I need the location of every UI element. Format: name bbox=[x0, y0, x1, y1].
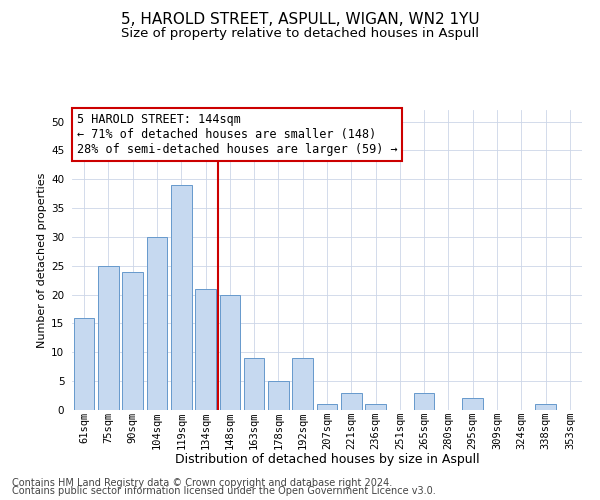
Bar bbox=[317, 404, 337, 410]
Bar bbox=[463, 398, 483, 410]
Text: 5 HAROLD STREET: 144sqm
← 71% of detached houses are smaller (148)
28% of semi-d: 5 HAROLD STREET: 144sqm ← 71% of detache… bbox=[77, 113, 398, 156]
Bar bbox=[171, 185, 191, 410]
Bar bbox=[365, 404, 386, 410]
Y-axis label: Number of detached properties: Number of detached properties bbox=[37, 172, 47, 348]
Text: 5, HAROLD STREET, ASPULL, WIGAN, WN2 1YU: 5, HAROLD STREET, ASPULL, WIGAN, WN2 1YU bbox=[121, 12, 479, 28]
Bar bbox=[268, 381, 289, 410]
Bar bbox=[341, 392, 362, 410]
X-axis label: Distribution of detached houses by size in Aspull: Distribution of detached houses by size … bbox=[175, 453, 479, 466]
Bar bbox=[122, 272, 143, 410]
Bar bbox=[195, 289, 216, 410]
Bar bbox=[146, 237, 167, 410]
Text: Contains HM Land Registry data © Crown copyright and database right 2024.: Contains HM Land Registry data © Crown c… bbox=[12, 478, 392, 488]
Bar bbox=[98, 266, 119, 410]
Bar bbox=[244, 358, 265, 410]
Bar bbox=[535, 404, 556, 410]
Bar bbox=[220, 294, 240, 410]
Text: Size of property relative to detached houses in Aspull: Size of property relative to detached ho… bbox=[121, 28, 479, 40]
Bar bbox=[414, 392, 434, 410]
Bar bbox=[74, 318, 94, 410]
Text: Contains public sector information licensed under the Open Government Licence v3: Contains public sector information licen… bbox=[12, 486, 436, 496]
Bar bbox=[292, 358, 313, 410]
